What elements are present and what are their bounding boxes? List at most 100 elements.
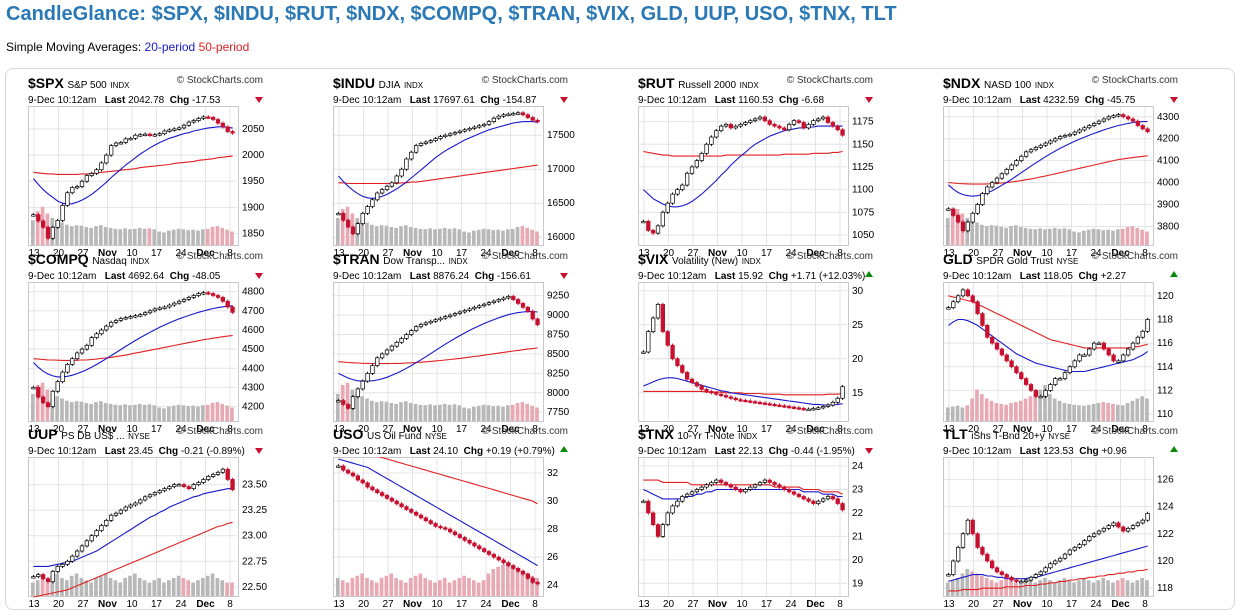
volume-bar bbox=[1052, 582, 1057, 596]
x-tick-label: 10 bbox=[431, 424, 443, 434]
volume-bar bbox=[55, 396, 59, 421]
chart-title: GLD SPDR Gold Trust NYSE bbox=[943, 251, 1078, 267]
candle-body bbox=[1082, 127, 1087, 131]
chart-panel-rut[interactable]: $RUT Russell 2000 INDX © StockCharts.com… bbox=[638, 75, 883, 258]
x-tick-label: 10 bbox=[1041, 599, 1053, 609]
volume-bar bbox=[1028, 228, 1033, 245]
candle-body bbox=[1077, 354, 1082, 362]
chart-panel-vix[interactable]: $VIX Volatility (New) INDX © StockCharts… bbox=[638, 251, 883, 434]
candle-body bbox=[1028, 384, 1034, 391]
chart-panel-tlt[interactable]: TLT iShs T-Bnd 20+y NYSE © StockCharts.c… bbox=[943, 426, 1188, 609]
candle-body bbox=[375, 192, 380, 201]
volume-bar bbox=[186, 580, 191, 596]
volume-bar bbox=[370, 580, 374, 596]
candle-body bbox=[50, 390, 56, 407]
chart-panel-gld[interactable]: GLD SPDR Gold Trust NYSE © StockCharts.c… bbox=[943, 251, 1188, 434]
volume-bar bbox=[89, 403, 93, 421]
exchange-tag: INDX bbox=[739, 81, 759, 90]
chart-panel-uso[interactable]: USO US Oil Fund NYSE © StockCharts.com 9… bbox=[333, 426, 578, 609]
chart-panel-spx[interactable]: $SPX S&P 500 INDX © StockCharts.com 9-De… bbox=[28, 75, 273, 258]
volume-bar bbox=[69, 226, 74, 245]
candle-body bbox=[147, 494, 153, 498]
candle-body bbox=[99, 525, 104, 531]
candle-body bbox=[36, 574, 41, 577]
last-price: 22.13 bbox=[738, 446, 764, 457]
candle-body bbox=[172, 128, 177, 131]
y-tick-label: 19 bbox=[852, 578, 864, 589]
x-tick-label: 8 bbox=[837, 248, 843, 258]
candlestick-chart: 13 20 27 Nov 10 17 24 Dec 8 126 124 122 120 118 bbox=[943, 457, 1174, 609]
plot-frame bbox=[943, 106, 1154, 246]
candle-body bbox=[206, 292, 211, 295]
quote-date: 9-Dec 10:12am bbox=[28, 271, 97, 282]
chart-panel-tnx[interactable]: $TNX 10-Yr T-Note INDX © StockCharts.com… bbox=[638, 426, 883, 609]
y-tick-label: 20 bbox=[852, 555, 864, 566]
chart-panel-tran[interactable]: $TRAN Dow Transp... INDX © StockCharts.c… bbox=[333, 251, 578, 434]
x-tick-label: 10 bbox=[736, 599, 748, 609]
volume-bar bbox=[999, 403, 1004, 421]
volume-bar bbox=[225, 229, 229, 245]
candle-body bbox=[709, 136, 714, 145]
candle-body bbox=[341, 400, 346, 405]
volume-bar bbox=[370, 400, 374, 421]
candle-body bbox=[723, 482, 729, 486]
volume-bar bbox=[481, 228, 486, 245]
x-tick-label: 20 bbox=[663, 248, 675, 258]
y-tick-label: 7750 bbox=[547, 407, 570, 418]
volume-bar bbox=[457, 578, 462, 596]
candle-body bbox=[1043, 567, 1048, 573]
chart-title: TLT iShs T-Bnd 20+y NYSE bbox=[943, 426, 1070, 442]
candle-body bbox=[1043, 390, 1048, 397]
candle-body bbox=[1101, 528, 1107, 532]
candle-body bbox=[530, 577, 535, 583]
candle-body bbox=[535, 318, 540, 326]
sma-20-line bbox=[338, 458, 538, 567]
change-value: -45.75 bbox=[1107, 95, 1136, 106]
candle-body bbox=[515, 112, 521, 115]
volume-bar bbox=[1111, 230, 1115, 245]
candle-body bbox=[225, 126, 230, 132]
candle-body bbox=[447, 314, 453, 317]
candle-body bbox=[1121, 114, 1126, 118]
chart-panel-uup[interactable]: UUP PS DB US$ ... NYSE © StockCharts.com… bbox=[28, 426, 273, 609]
volume-bar bbox=[191, 405, 195, 421]
quote-date: 9-Dec 10:12am bbox=[638, 446, 707, 457]
candle-body bbox=[142, 312, 148, 315]
x-tick-label: 13 bbox=[333, 424, 345, 434]
candle-body bbox=[55, 381, 60, 392]
candle-body bbox=[74, 186, 80, 189]
volume-bar bbox=[520, 571, 525, 596]
candle-body bbox=[176, 484, 182, 487]
candle-body bbox=[481, 123, 487, 127]
candle-body bbox=[84, 344, 90, 350]
candle-body bbox=[733, 486, 738, 490]
chart-panel-compq[interactable]: $COMPQ Nasdaq INDX © StockCharts.com 9-D… bbox=[28, 251, 273, 434]
volume-bar bbox=[365, 398, 369, 421]
candle-body bbox=[1116, 360, 1121, 363]
down-arrow-icon bbox=[1170, 97, 1178, 103]
volume-bar bbox=[491, 406, 496, 421]
y-tick-label: 4200 bbox=[242, 402, 265, 413]
volume-bar bbox=[989, 400, 994, 421]
exchange-tag: INDX bbox=[130, 257, 150, 266]
x-tick-label: 13 bbox=[638, 248, 650, 258]
chart-panel-ndx[interactable]: $NDX NASD 100 INDX © StockCharts.com 9-D… bbox=[943, 75, 1188, 258]
candle-body bbox=[684, 372, 690, 380]
volume-bar bbox=[452, 228, 457, 245]
volume-bar bbox=[408, 578, 413, 596]
y-tick-label: 4800 bbox=[242, 287, 265, 298]
candlestick-chart: 13 20 27 Nov 10 17 24 Dec 8 1175 1150 1125 1100 1075 1… bbox=[638, 106, 875, 258]
volume-bar bbox=[1091, 582, 1096, 596]
x-tick-label: 10 bbox=[126, 248, 138, 258]
x-tick-label: 13 bbox=[28, 599, 40, 609]
candle-body bbox=[438, 525, 443, 529]
candle-body bbox=[491, 553, 497, 558]
candle-body bbox=[1057, 557, 1063, 562]
chart-panel-indu[interactable]: $INDU DJIA INDX © StockCharts.com 9-Dec … bbox=[333, 75, 578, 258]
volume-bar bbox=[535, 407, 539, 421]
candle-body bbox=[399, 168, 404, 177]
volume-bar bbox=[984, 398, 989, 421]
candlestick-chart: 13 20 27 Nov 10 17 24 Dec 8 23.50 23.25 23.00 22.75 2… bbox=[28, 457, 267, 609]
candle-body bbox=[655, 524, 661, 537]
candle-body bbox=[970, 212, 975, 223]
